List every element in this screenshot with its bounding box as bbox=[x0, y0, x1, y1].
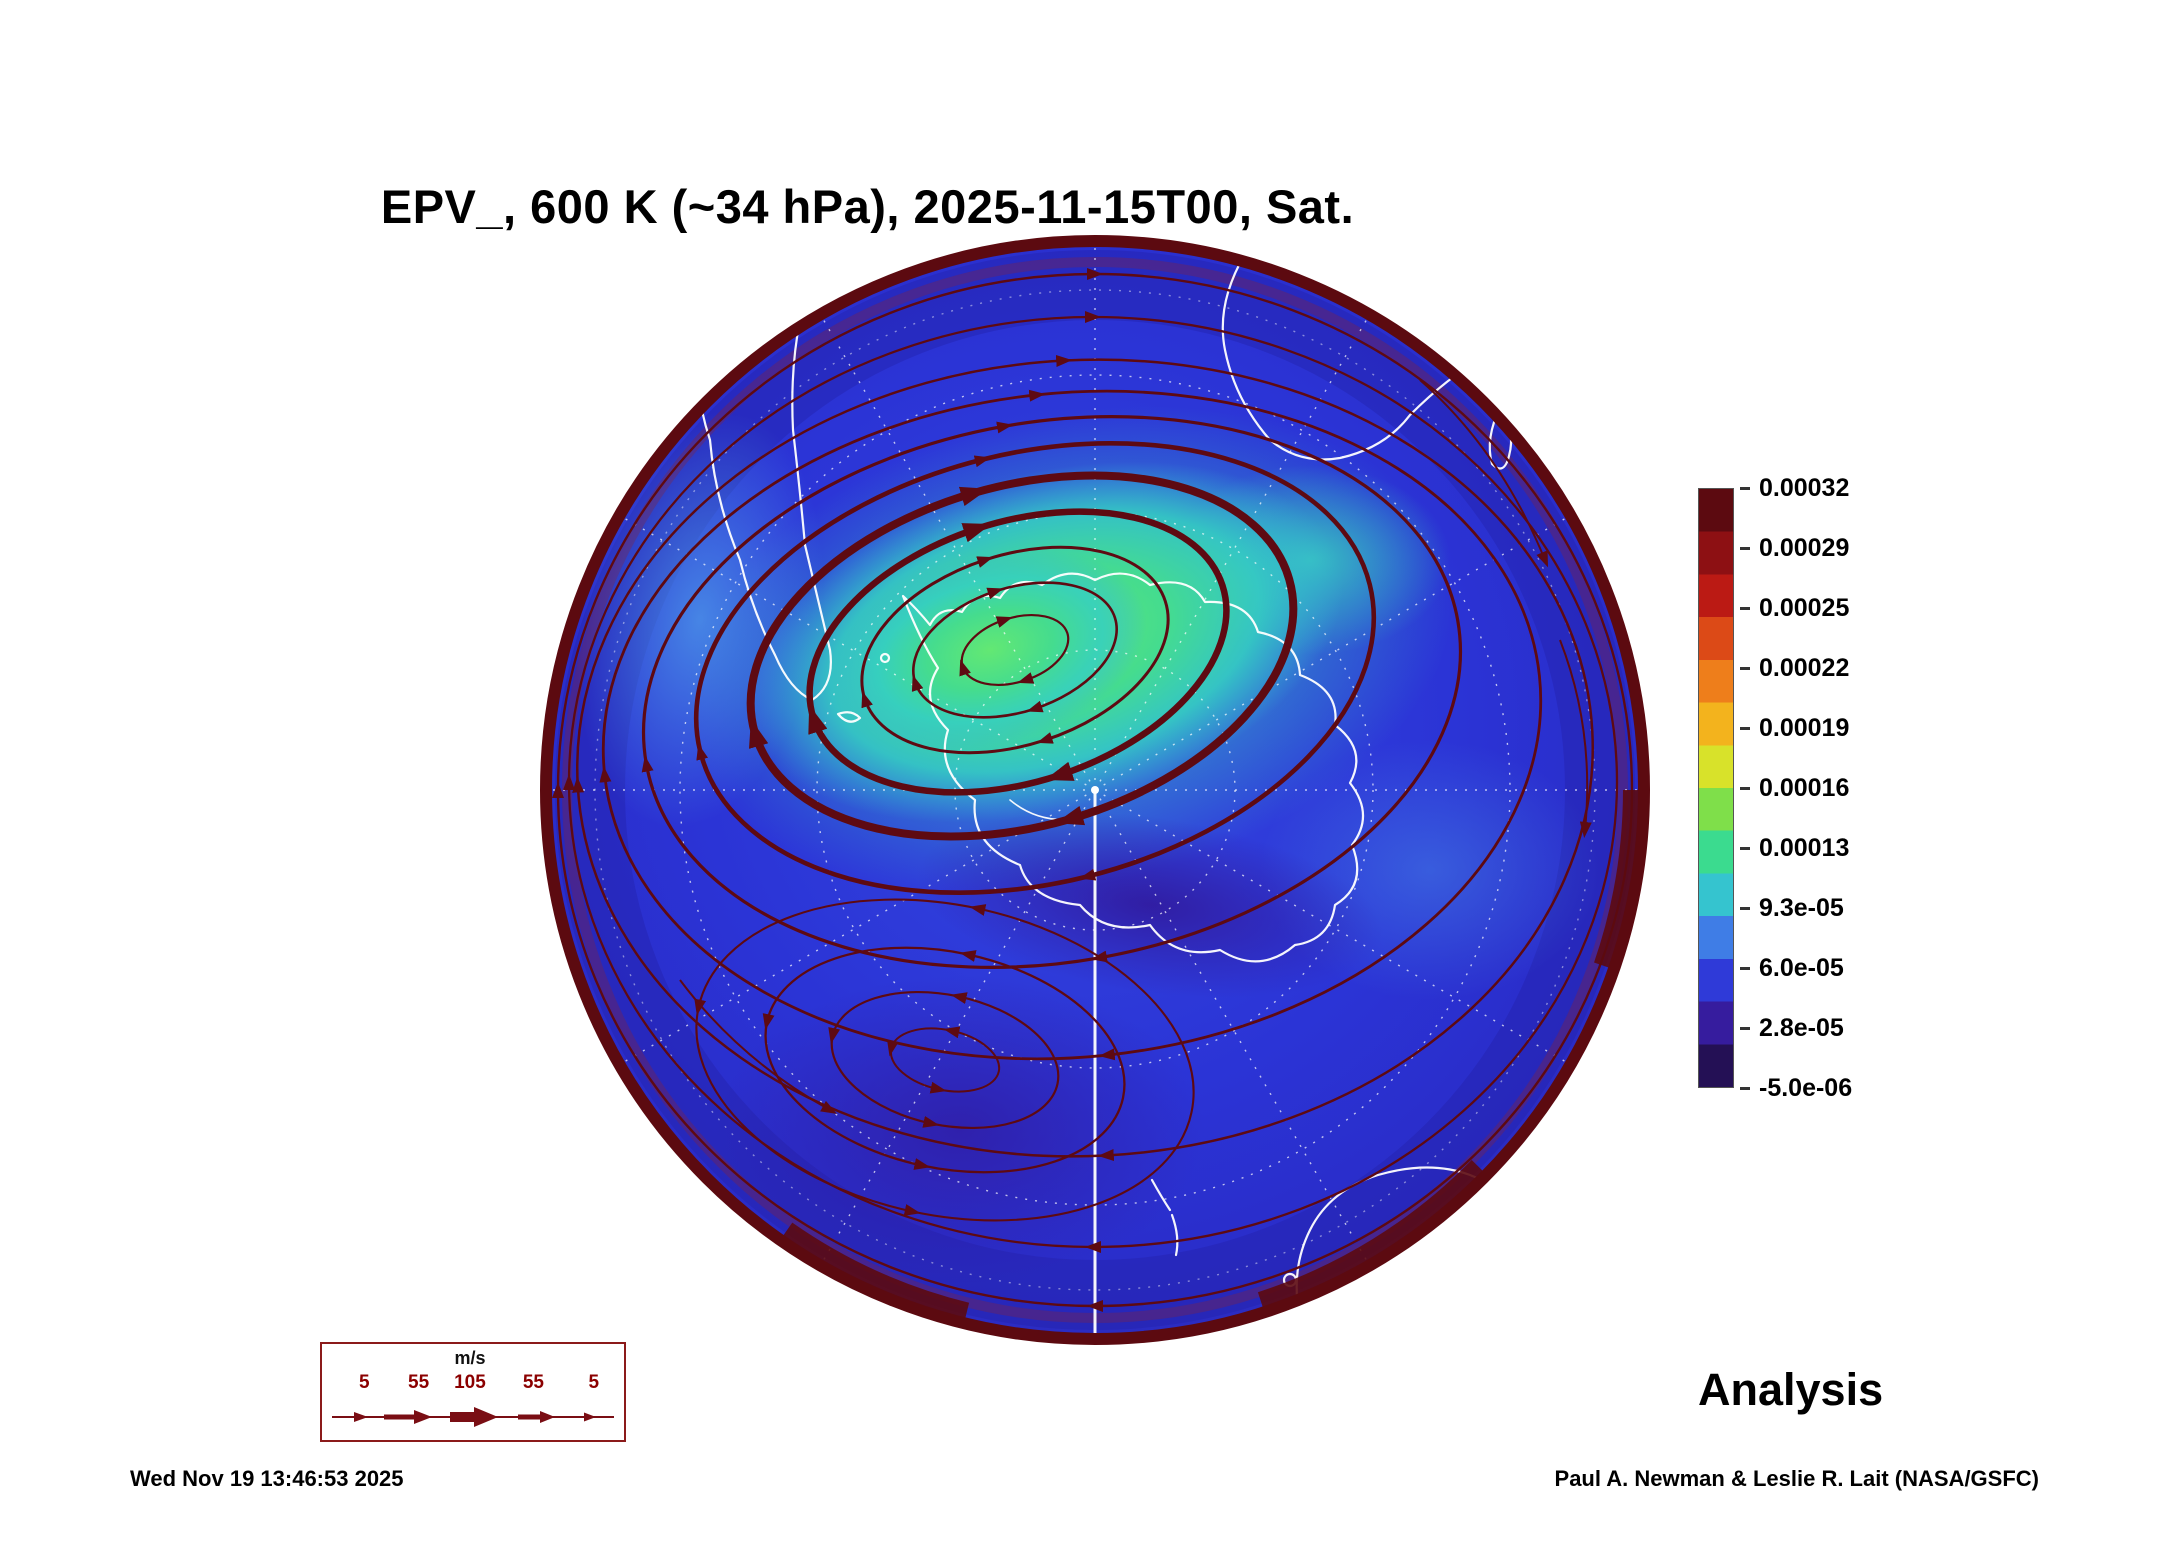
credit: Paul A. Newman & Leslie R. Lait (NASA/GS… bbox=[1554, 1466, 2039, 1491]
colorbar-tick-label: 0.00013 bbox=[1759, 833, 1850, 862]
colorbar-tick-label: 0.00032 bbox=[1759, 473, 1850, 502]
colorbar-tick-label: 0.00029 bbox=[1759, 533, 1850, 562]
wind-value-label: 55 bbox=[522, 1372, 544, 1393]
colorbar-tick bbox=[1740, 726, 1750, 730]
streamlines bbox=[552, 268, 1634, 1312]
wind-speed-legend: m/s 5 55 105 55 5 bbox=[320, 1342, 626, 1442]
streamlines-anticyclone bbox=[694, 898, 1195, 1222]
wind-value-label: 55 bbox=[408, 1372, 430, 1393]
timestamp: Wed Nov 19 13:46:53 2025 bbox=[130, 1466, 404, 1491]
colorbar-tick-label: 0.00016 bbox=[1759, 773, 1850, 802]
plot-title: EPV_, 600 K (~34 hPa), 2025-11-15T00, Sa… bbox=[380, 180, 1355, 234]
colorbar-labels: 0.00032 0.00029 0.00025 0.00022 0.00019 … bbox=[1740, 473, 1853, 1102]
wind-value-label: 5 bbox=[588, 1372, 600, 1393]
wind-value-label: 105 bbox=[454, 1372, 486, 1393]
colorbar: 0.00032 0.00029 0.00025 0.00022 0.00019 … bbox=[1698, 474, 1852, 1102]
coastline-new-zealand-north bbox=[1150, 1178, 1172, 1212]
map-rim bbox=[540, 235, 1650, 1345]
coastline-new-zealand-south bbox=[1170, 1213, 1179, 1257]
colorbar-tick bbox=[1740, 1026, 1750, 1030]
colorbar-tick bbox=[1740, 1086, 1750, 1090]
wind-units-label: m/s bbox=[454, 1348, 486, 1368]
colorbar-tick bbox=[1740, 606, 1750, 610]
colorbar-tick bbox=[1740, 846, 1750, 850]
wind-value-label: 5 bbox=[358, 1372, 370, 1393]
colorbar-tick bbox=[1740, 966, 1750, 970]
colorbar-tick-label: -5.0e-06 bbox=[1759, 1073, 1853, 1102]
colorbar-tick bbox=[1740, 906, 1750, 910]
colorbar-tick bbox=[1740, 786, 1750, 790]
colorbar-tick-label: 9.3e-05 bbox=[1759, 893, 1844, 922]
colorbar-tick-label: 2.8e-05 bbox=[1759, 1013, 1844, 1042]
colorbar-tick bbox=[1740, 486, 1750, 490]
colorbar-tick-label: 0.00022 bbox=[1759, 653, 1850, 682]
analysis-label: Analysis bbox=[1698, 1364, 1884, 1415]
colorbar-tick-label: 0.00025 bbox=[1759, 593, 1850, 622]
colorbar-tick-label: 0.00019 bbox=[1759, 713, 1850, 742]
colorbar-tick-label: 6.0e-05 bbox=[1759, 953, 1844, 982]
colorbar-tick bbox=[1740, 666, 1750, 670]
colorbar-gradient bbox=[1698, 488, 1734, 1088]
wind-arrow-scale bbox=[332, 1407, 614, 1427]
colorbar-tick bbox=[1740, 546, 1750, 550]
pole-marker bbox=[1091, 786, 1099, 794]
